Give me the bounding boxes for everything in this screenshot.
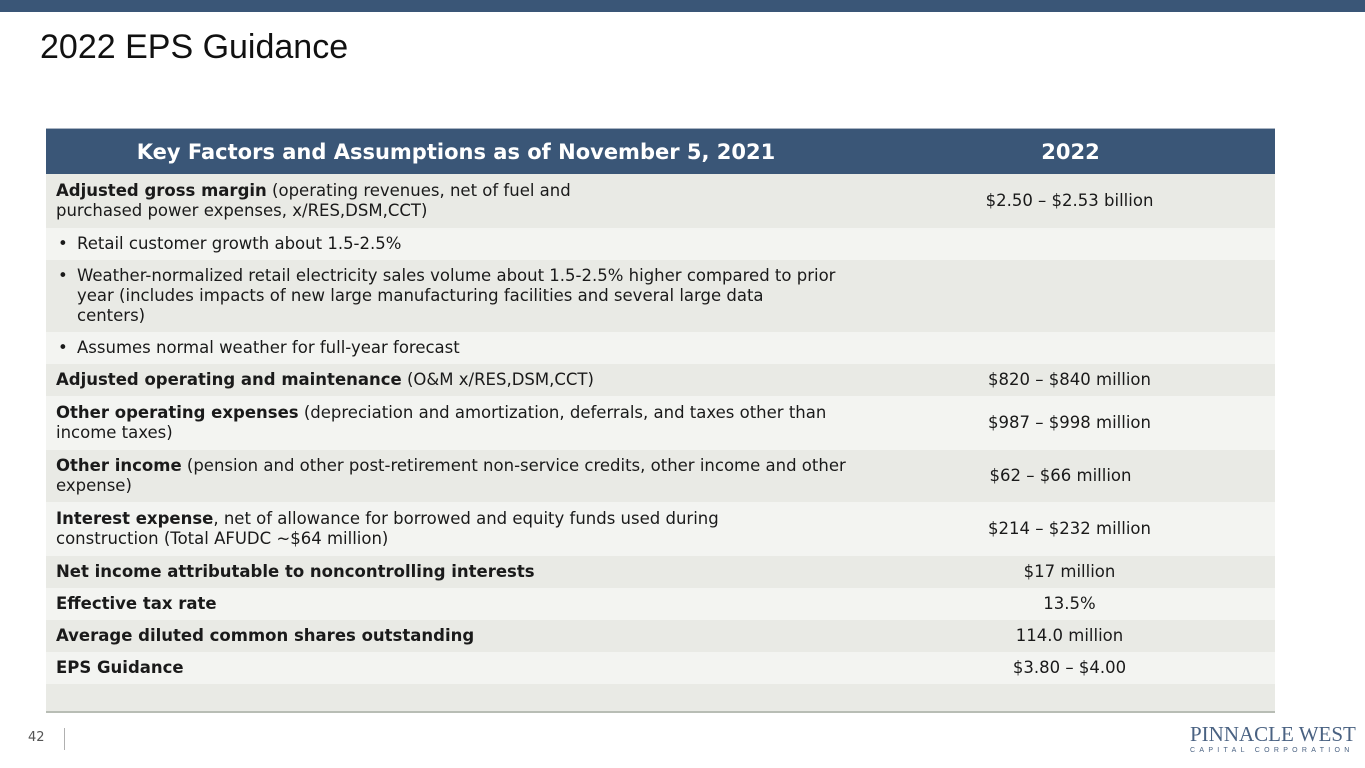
table-spacer-row xyxy=(46,684,1275,713)
row-label-rest: (depreciation and amortization, deferral… xyxy=(56,403,827,442)
page-number: 42 xyxy=(28,730,45,745)
header-year: 2022 xyxy=(1041,139,1100,164)
row-value: 114.0 million xyxy=(1015,626,1124,645)
row-label-bold: Adjusted operating and maintenance xyxy=(56,370,402,389)
row-label-rest: (operating revenues, net of fuel and xyxy=(266,181,571,200)
table-row: • Assumes normal weather for full-year f… xyxy=(46,332,1275,364)
row-label-rest: (pension and other post-retirement non-s… xyxy=(56,456,846,495)
bullet-marker: • xyxy=(58,234,68,253)
table-row: Adjusted operating and maintenance (O&M … xyxy=(46,364,1275,396)
top-accent-bar xyxy=(0,0,1365,12)
table-row: Effective tax rate 13.5% xyxy=(46,588,1275,620)
row-value: 13.5% xyxy=(1043,594,1096,613)
table-row: Other operating expenses (depreciation a… xyxy=(46,396,1275,450)
row-value: $17 million xyxy=(1023,562,1116,581)
table-row: • Retail customer growth about 1.5-2.5% xyxy=(46,228,1275,260)
bullet-marker: • xyxy=(58,338,68,357)
table-row: EPS Guidance $3.80 – $4.00 xyxy=(46,652,1275,684)
row-label-rest-line2: purchased power expenses, x/RES,DSM,CCT) xyxy=(56,201,428,220)
company-logo: PINNACLE WEST CAPITAL CORPORATION xyxy=(1190,722,1356,754)
bullet-text: Assumes normal weather for full-year for… xyxy=(77,338,460,357)
table-row: • Weather-normalized retail electricity … xyxy=(46,260,1275,332)
logo-main-text: PINNACLE WEST xyxy=(1190,722,1356,746)
table-row: Other income (pension and other post-ret… xyxy=(46,450,1275,502)
page-number-divider xyxy=(64,728,65,750)
table-row: Adjusted gross margin (operating revenue… xyxy=(46,174,1275,228)
row-value: $820 – $840 million xyxy=(988,370,1151,389)
row-label-bold: Adjusted gross margin xyxy=(56,181,267,200)
bullet-marker: • xyxy=(58,266,68,285)
row-label-bold: Net income attributable to noncontrollin… xyxy=(56,562,535,581)
table-row: Net income attributable to noncontrollin… xyxy=(46,556,1275,588)
table-row: Average diluted common shares outstandin… xyxy=(46,620,1275,652)
logo-sub-text: CAPITAL CORPORATION xyxy=(1190,747,1354,754)
row-label-bold: Other income xyxy=(56,456,182,475)
row-value: $2.50 – $2.53 billion xyxy=(985,191,1154,210)
row-label-rest: (O&M x/RES,DSM,CCT) xyxy=(401,370,594,389)
bullet-text: Retail customer growth about 1.5-2.5% xyxy=(77,234,402,253)
table-row: Interest expense, net of allowance for b… xyxy=(46,502,1275,556)
row-label-bold: Interest expense xyxy=(56,509,214,528)
row-value: $987 – $998 million xyxy=(988,413,1151,432)
row-value: $3.80 – $4.00 xyxy=(1012,658,1127,677)
row-label-bold: Average diluted common shares outstandin… xyxy=(56,626,475,645)
header-factors: Key Factors and Assumptions as of Novemb… xyxy=(136,139,776,164)
row-label-bold: Effective tax rate xyxy=(56,594,217,613)
page-title: 2022 EPS Guidance xyxy=(40,28,349,66)
row-value: $62 – $66 million xyxy=(989,466,1132,485)
row-label-bold: EPS Guidance xyxy=(56,658,184,677)
guidance-table: Key Factors and Assumptions as of Novemb… xyxy=(46,128,1275,713)
table-header: Key Factors and Assumptions as of Novemb… xyxy=(46,128,1275,174)
row-label-bold: Other operating expenses xyxy=(56,403,299,422)
row-label-rest-line2: construction (Total AFUDC ~$64 million) xyxy=(56,529,389,548)
bullet-text: Weather-normalized retail electricity sa… xyxy=(77,266,836,325)
row-value: $214 – $232 million xyxy=(988,519,1151,538)
row-label-rest: , net of allowance for borrowed and equi… xyxy=(213,509,719,528)
